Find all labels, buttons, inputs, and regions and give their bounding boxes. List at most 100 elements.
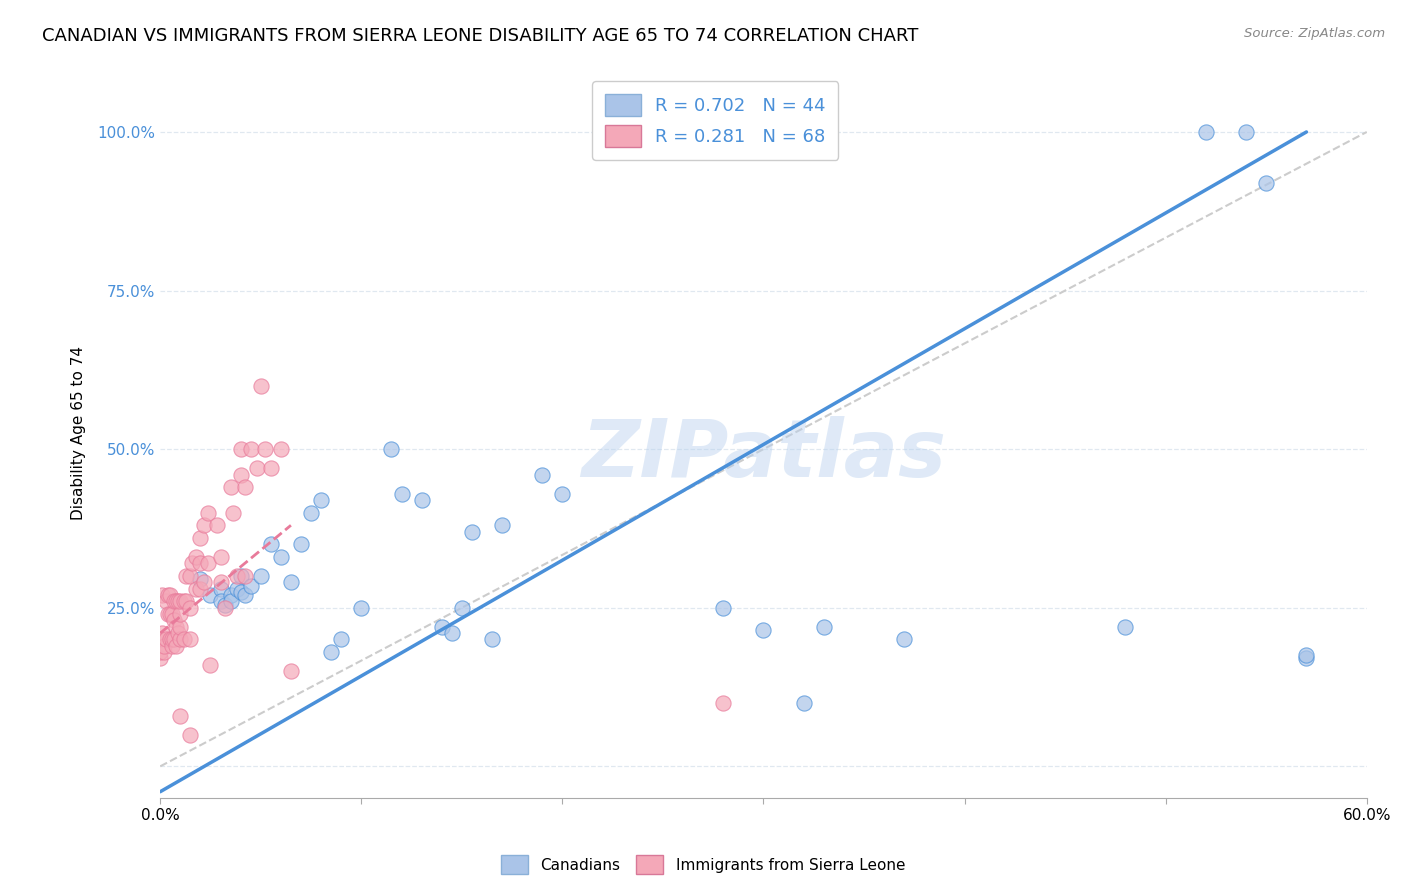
- Point: [793, 696, 815, 710]
- Point: [162, 639, 184, 653]
- Text: Source: ZipAtlas.com: Source: ZipAtlas.com: [1244, 27, 1385, 40]
- Point: [246, 461, 269, 475]
- Point: [1195, 125, 1218, 139]
- Point: [239, 578, 262, 592]
- Point: [411, 492, 433, 507]
- Point: [165, 620, 187, 634]
- Point: [1295, 651, 1317, 665]
- Point: [159, 607, 181, 621]
- Point: [205, 518, 228, 533]
- Point: [169, 632, 191, 647]
- Point: [163, 632, 186, 647]
- Point: [159, 632, 181, 647]
- Point: [173, 632, 195, 647]
- Point: [176, 569, 198, 583]
- Text: ZIPatlas: ZIPatlas: [581, 417, 946, 494]
- Point: [270, 549, 292, 564]
- Point: [155, 594, 177, 608]
- Point: [153, 645, 176, 659]
- Point: [163, 594, 186, 608]
- Point: [280, 575, 302, 590]
- Point: [551, 486, 574, 500]
- Point: [253, 442, 276, 457]
- Text: CANADIAN VS IMMIGRANTS FROM SIERRA LEONE DISABILITY AGE 65 TO 74 CORRELATION CHA: CANADIAN VS IMMIGRANTS FROM SIERRA LEONE…: [42, 27, 918, 45]
- Point: [461, 524, 484, 539]
- Point: [450, 600, 472, 615]
- Point: [229, 467, 252, 482]
- Point: [173, 594, 195, 608]
- Point: [440, 626, 463, 640]
- Point: [190, 557, 212, 571]
- Point: [186, 582, 208, 596]
- Point: [169, 594, 191, 608]
- Point: [169, 708, 191, 723]
- Point: [233, 569, 256, 583]
- Point: [209, 594, 232, 608]
- Point: [309, 492, 332, 507]
- Point: [181, 557, 204, 571]
- Point: [200, 657, 222, 672]
- Point: [711, 600, 734, 615]
- Point: [165, 594, 187, 608]
- Point: [260, 461, 283, 475]
- Point: [430, 620, 453, 634]
- Point: [249, 378, 271, 392]
- Point: [176, 594, 198, 608]
- Point: [169, 607, 191, 621]
- Point: [391, 486, 413, 500]
- Point: [155, 632, 177, 647]
- Point: [481, 632, 503, 647]
- Point: [209, 582, 232, 596]
- Point: [167, 594, 190, 608]
- Point: [249, 569, 271, 583]
- Point: [1114, 620, 1136, 634]
- Point: [179, 569, 201, 583]
- Point: [150, 626, 173, 640]
- Point: [157, 588, 180, 602]
- Point: [163, 614, 186, 628]
- Point: [219, 594, 242, 608]
- Point: [214, 600, 236, 615]
- Point: [190, 531, 212, 545]
- Point: [209, 575, 232, 590]
- Point: [1256, 176, 1278, 190]
- Point: [179, 632, 201, 647]
- Point: [193, 518, 215, 533]
- Point: [290, 537, 312, 551]
- Point: [162, 607, 184, 621]
- Point: [330, 632, 353, 647]
- Point: [197, 506, 219, 520]
- Point: [280, 664, 302, 678]
- Point: [229, 442, 252, 457]
- Point: [225, 582, 247, 596]
- Point: [531, 467, 554, 482]
- Point: [1295, 648, 1317, 663]
- Point: [169, 620, 191, 634]
- Point: [149, 651, 172, 665]
- Point: [159, 588, 181, 602]
- Point: [711, 696, 734, 710]
- Point: [321, 645, 343, 659]
- Point: [239, 442, 262, 457]
- Point: [179, 728, 201, 742]
- Point: [150, 588, 173, 602]
- Point: [190, 572, 212, 586]
- Point: [491, 518, 513, 533]
- Point: [167, 626, 190, 640]
- Point: [197, 557, 219, 571]
- Point: [270, 442, 292, 457]
- Point: [219, 480, 242, 494]
- Point: [221, 506, 243, 520]
- Point: [260, 537, 283, 551]
- Point: [233, 588, 256, 602]
- Point: [299, 506, 322, 520]
- Point: [893, 632, 915, 647]
- Legend: Canadians, Immigrants from Sierra Leone: Canadians, Immigrants from Sierra Leone: [495, 849, 911, 880]
- Point: [214, 598, 236, 612]
- Point: [209, 549, 232, 564]
- Point: [229, 569, 252, 583]
- Point: [225, 569, 247, 583]
- Point: [813, 620, 835, 634]
- Point: [153, 639, 176, 653]
- Point: [149, 632, 172, 647]
